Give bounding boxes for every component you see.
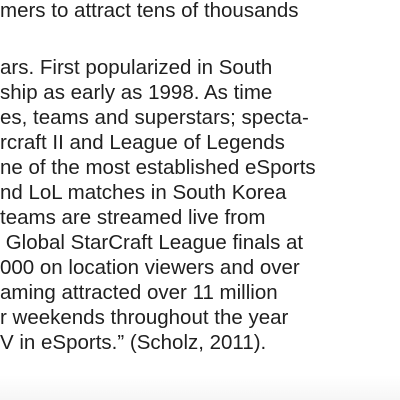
text-line-4: es, teams and superstars; specta- xyxy=(0,106,309,129)
text-line-11: aming attracted over 11 million xyxy=(0,281,278,304)
text-line-10: 000 on location viewers and over xyxy=(0,256,300,279)
text-line-8: teams are streamed live from xyxy=(0,206,266,229)
text-line-12: r weekends throughout the year xyxy=(0,306,289,329)
text-line-7: nd LoL matches in South Korea xyxy=(0,181,287,204)
text-line-3: ship as early as 1998. As time xyxy=(0,81,273,104)
text-line-2: ars. First popularized in South xyxy=(0,56,273,79)
text-line-9: Global StarCraft League finals at xyxy=(0,231,304,254)
text-line-6: ne of the most established eSports xyxy=(0,156,316,179)
text-line-1: mers to attract tens of thousands xyxy=(0,0,299,22)
text-line-5: rcraft II and League of Legends xyxy=(0,131,285,154)
text-line-13: V in eSports.” (Scholz, 2011). xyxy=(0,331,267,354)
